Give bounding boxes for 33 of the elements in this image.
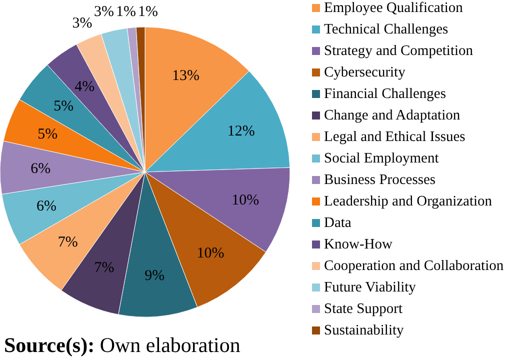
data-label: 5% xyxy=(54,98,74,115)
source-note: Source(s): Own elaboration xyxy=(4,333,241,357)
legend-label: Change and Adaptation xyxy=(324,108,461,124)
data-label: 6% xyxy=(36,198,57,215)
legend-label: Social Employment xyxy=(324,150,439,166)
data-label: 1% xyxy=(116,4,136,20)
legend-label: Future Viability xyxy=(324,280,417,296)
legend-label: Legal and Ethical Issues xyxy=(324,129,466,145)
legend-label: Technical Challenges xyxy=(324,22,449,38)
data-label: 7% xyxy=(58,234,78,250)
data-label: 7% xyxy=(94,260,114,276)
data-label: 1% xyxy=(138,4,158,20)
legend-label: Cybersecurity xyxy=(324,64,406,80)
data-label: 5% xyxy=(38,126,58,142)
legend-label: Employee Qualification xyxy=(324,0,464,16)
data-label: 10% xyxy=(196,245,224,262)
data-label: 3% xyxy=(72,16,92,32)
data-label: 10% xyxy=(232,192,260,209)
data-label: 3% xyxy=(94,4,114,20)
legend-label: Leadership and Organization xyxy=(324,194,493,210)
legend-label: Know-How xyxy=(324,236,393,252)
legend-label: Cooperation and Collaboration xyxy=(324,258,504,274)
legend-label: State Support xyxy=(324,301,403,317)
legend-label: Data xyxy=(324,215,352,231)
legend-label: Strategy and Competition xyxy=(324,43,474,59)
data-label: 13% xyxy=(172,68,200,84)
legend-label: Business Processes xyxy=(324,172,436,188)
legend-label: Financial Challenges xyxy=(324,86,446,102)
data-label: 12% xyxy=(227,123,255,140)
data-label: 4% xyxy=(74,78,95,95)
legend-label: Sustainability xyxy=(324,322,404,338)
data-label: 9% xyxy=(144,268,165,284)
data-label: 6% xyxy=(30,160,51,177)
